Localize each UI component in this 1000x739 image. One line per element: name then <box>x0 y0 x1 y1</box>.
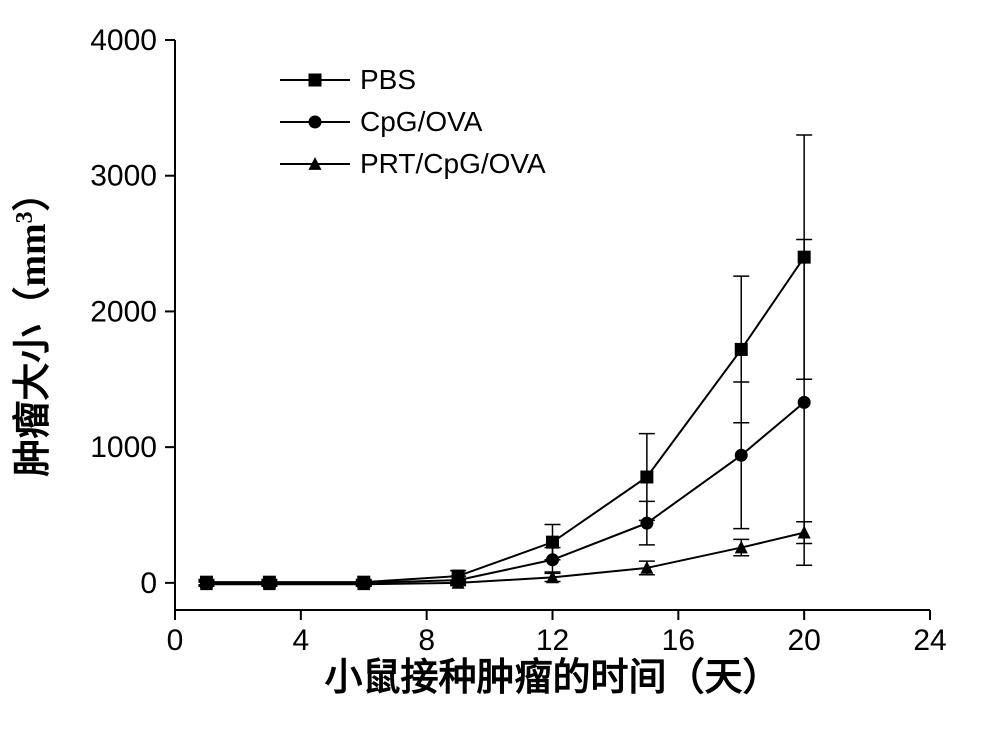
circle-marker-icon <box>798 396 811 409</box>
legend-label: PBS <box>360 64 416 95</box>
square-marker-icon <box>546 536 559 549</box>
square-marker-icon <box>640 471 653 484</box>
x-tick-label: 8 <box>418 624 435 657</box>
x-axis-title: 小鼠接种肿瘤的时间（天） <box>324 657 780 699</box>
y-tick-label: 3000 <box>90 160 157 193</box>
legend-label: CpG/OVA <box>360 106 483 137</box>
circle-marker-icon <box>735 449 748 462</box>
y-tick-label: 1000 <box>90 431 157 464</box>
circle-marker-icon <box>546 553 559 566</box>
legend-label: PRT/CpG/OVA <box>360 148 546 179</box>
y-tick-label: 4000 <box>90 24 157 57</box>
x-tick-label: 12 <box>536 624 569 657</box>
chart-svg: 0 4 8 12 16 20 24 0 1000 2000 3000 4000 小鼠接种肿瘤的时间（天）… <box>0 0 1000 739</box>
x-tick-label: 20 <box>787 624 820 657</box>
y-tick-label: 2000 <box>90 295 157 328</box>
chart-container: 0 4 8 12 16 20 24 0 1000 2000 3000 4000 小鼠接种肿瘤的时间（天）… <box>0 0 1000 739</box>
circle-marker-icon <box>640 517 653 530</box>
x-tick-label: 0 <box>167 624 184 657</box>
circle-marker-icon <box>309 116 322 129</box>
square-marker-icon <box>735 343 748 356</box>
square-marker-icon <box>309 74 322 87</box>
y-tick-label: 0 <box>140 567 157 600</box>
x-tick-label: 24 <box>913 624 946 657</box>
x-tick-label: 4 <box>292 624 309 657</box>
x-tick-label: 16 <box>662 624 695 657</box>
